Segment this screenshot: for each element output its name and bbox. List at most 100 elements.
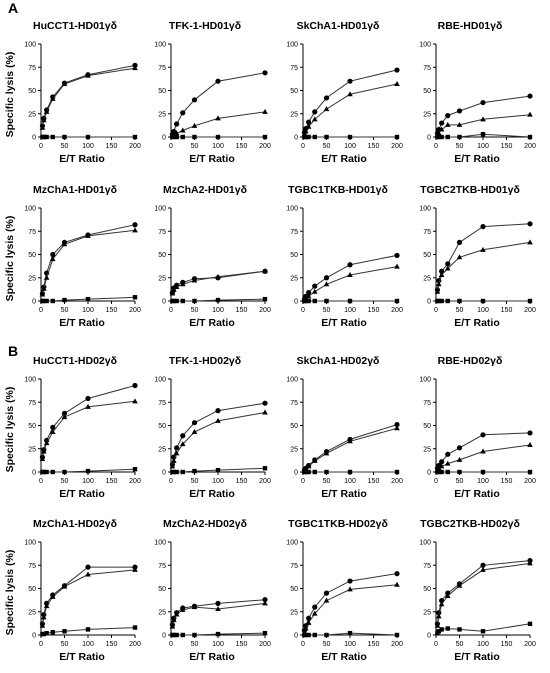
data-point-circle <box>347 262 353 268</box>
y-tick-label: 75 <box>28 563 36 570</box>
x-tick-label: 0 <box>434 307 438 314</box>
data-point-square <box>445 469 450 475</box>
data-point-circle <box>50 251 56 258</box>
data-point-triangle <box>480 116 486 122</box>
x-tick-label: 200 <box>524 307 536 314</box>
data-point-triangle <box>39 622 46 628</box>
data-point-circle <box>262 70 268 76</box>
y-tick-label: 50 <box>158 423 166 430</box>
data-point-triangle <box>305 123 312 129</box>
data-point-triangle <box>262 409 268 415</box>
data-point-square <box>303 298 309 304</box>
x-tick-label: 200 <box>259 641 271 648</box>
data-point-triangle <box>262 108 268 114</box>
data-point-triangle <box>215 417 221 423</box>
chart-panel: TFK-1-HD02γδ 0 25 50 75 100 0 50 100 150 200 E/T Ra… <box>154 355 271 500</box>
x-tick-label: 50 <box>61 143 69 150</box>
y-tick-label: 50 <box>28 423 36 430</box>
x-axis-label: E/T Ratio <box>454 488 500 500</box>
x-tick-label: 150 <box>236 478 248 485</box>
data-point-circle <box>480 562 486 568</box>
data-point-square <box>439 469 444 475</box>
data-point-square <box>457 134 462 140</box>
data-point-triangle <box>39 455 46 461</box>
data-point-square <box>306 298 311 304</box>
x-tick-label: 150 <box>501 641 513 648</box>
data-point-square <box>41 298 47 304</box>
data-point-triangle <box>85 571 91 577</box>
x-tick-label: 200 <box>129 478 141 485</box>
data-point-square <box>436 469 442 475</box>
x-tick-label: 100 <box>477 641 489 648</box>
y-tick-label: 75 <box>290 400 298 407</box>
data-point-square <box>306 469 311 475</box>
data-point-triangle <box>41 117 47 123</box>
data-point-circle <box>445 261 451 267</box>
chart-panel: MzChA2-HD02γδ 0 25 50 75 100 0 50 100 150 200 E/T R… <box>154 518 271 663</box>
data-point-triangle <box>527 111 533 117</box>
data-point-triangle <box>480 448 486 454</box>
chart-panel: HuCCT1-HD02γδ 0 25 50 75 100 0 50 100 150 200 E/T R… <box>4 355 141 500</box>
data-point-triangle <box>61 583 68 589</box>
x-tick-label: 200 <box>524 478 536 485</box>
series-line-triangle <box>171 270 266 294</box>
axis-frame <box>435 379 530 473</box>
data-point-triangle <box>456 456 463 462</box>
data-point-triangle <box>323 450 330 456</box>
x-tick-label: 100 <box>344 307 356 314</box>
data-point-triangle <box>191 277 198 283</box>
y-tick-label: 25 <box>28 111 36 118</box>
y-axis-label: Specific lysis (%) <box>4 550 16 636</box>
x-tick-label: 0 <box>169 641 173 648</box>
data-point-triangle <box>61 241 68 247</box>
x-tick-label: 100 <box>212 641 224 648</box>
y-tick-label: 25 <box>290 446 298 453</box>
axis-frame <box>435 542 530 636</box>
y-tick-label: 75 <box>290 229 298 236</box>
chart-panel: MzChA2-HD01γδ 0 25 50 75 100 0 50 100 150 200 E/T R… <box>154 184 271 329</box>
data-point-square <box>347 298 353 304</box>
x-tick-label: 100 <box>82 641 94 648</box>
axis-frame <box>435 208 530 302</box>
data-point-triangle <box>303 625 309 631</box>
x-tick-label: 200 <box>391 143 403 150</box>
x-tick-label: 50 <box>191 307 199 314</box>
y-axis-label: Specific lysis (%) <box>4 387 16 473</box>
x-tick-label: 100 <box>477 478 489 485</box>
x-tick-label: 100 <box>344 641 356 648</box>
series-line-circle <box>171 270 266 293</box>
y-tick-label: 100 <box>24 206 36 213</box>
y-tick-label: 25 <box>290 609 298 616</box>
data-point-triangle <box>169 623 176 629</box>
y-tick-label: 0 <box>32 470 36 477</box>
data-point-triangle <box>305 463 312 469</box>
y-tick-label: 75 <box>423 229 431 236</box>
y-tick-label: 100 <box>419 540 431 547</box>
data-point-circle <box>215 408 221 414</box>
x-tick-label: 200 <box>129 307 141 314</box>
data-point-triangle <box>85 232 91 238</box>
data-point-square <box>192 298 197 304</box>
x-tick-label: 150 <box>236 143 248 150</box>
data-point-square <box>480 298 486 304</box>
axis-frame <box>435 44 530 138</box>
data-point-triangle <box>436 613 442 619</box>
chart-title: TGBC1TKB-HD01γδ <box>288 184 388 196</box>
data-point-square <box>303 632 309 638</box>
data-point-circle <box>191 420 198 426</box>
x-tick-label: 150 <box>106 641 118 648</box>
y-tick-label: 25 <box>290 111 298 118</box>
data-point-triangle <box>347 586 353 592</box>
x-tick-label: 150 <box>368 641 380 648</box>
chart-panel: TGBC1TKB-HD01γδ 0 25 50 75 100 0 50 100 150 200 E/T… <box>286 184 403 329</box>
data-point-triangle <box>171 617 177 623</box>
data-point-triangle <box>173 611 180 617</box>
y-tick-label: 50 <box>28 252 36 259</box>
y-tick-label: 100 <box>286 540 298 547</box>
y-tick-label: 0 <box>294 470 298 477</box>
data-point-circle <box>85 564 91 570</box>
x-tick-label: 0 <box>39 307 43 314</box>
data-point-triangle <box>456 121 463 127</box>
chart-title: MzChA1-HD01γδ <box>33 184 117 196</box>
data-point-triangle <box>179 281 186 287</box>
